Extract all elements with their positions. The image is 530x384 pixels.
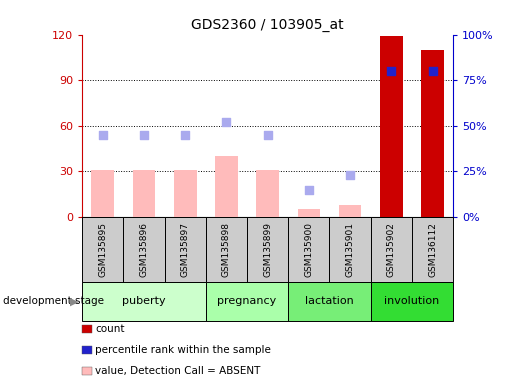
Bar (206, 282, 288, 321)
Bar (380, 36, 403, 217)
Text: GSM135899: GSM135899 (263, 222, 272, 277)
Text: GSM135896: GSM135896 (139, 222, 148, 277)
Bar (288, 282, 370, 321)
Bar (82, 217, 123, 282)
Text: development stage: development stage (3, 296, 104, 306)
Text: GSM135902: GSM135902 (387, 222, 396, 277)
Text: puberty: puberty (122, 296, 166, 306)
Bar (288, 217, 330, 282)
Bar (215, 156, 238, 217)
Text: GSM135895: GSM135895 (98, 222, 107, 277)
Point (181, 132, 189, 138)
Text: GSM135901: GSM135901 (346, 222, 355, 277)
Point (428, 68, 437, 74)
Text: lactation: lactation (305, 296, 354, 306)
Point (222, 119, 231, 125)
Bar (370, 282, 453, 321)
Bar (257, 170, 279, 217)
Bar (247, 217, 288, 282)
Text: GSM135898: GSM135898 (222, 222, 231, 277)
Bar (92, 170, 114, 217)
Bar (174, 170, 197, 217)
Bar (339, 205, 361, 217)
Text: GSM135897: GSM135897 (181, 222, 190, 277)
Point (99, 132, 107, 138)
Bar (370, 217, 412, 282)
Point (140, 132, 148, 138)
Point (387, 68, 395, 74)
Bar (421, 50, 444, 217)
Point (346, 172, 355, 178)
Text: involution: involution (384, 296, 439, 306)
Point (305, 187, 313, 193)
Bar (82, 282, 206, 321)
Bar (165, 217, 206, 282)
Text: count: count (95, 324, 125, 334)
Bar (132, 170, 155, 217)
Title: GDS2360 / 103905_at: GDS2360 / 103905_at (191, 18, 344, 32)
Bar (412, 217, 453, 282)
Bar (330, 217, 370, 282)
Text: GSM135900: GSM135900 (304, 222, 313, 277)
Bar (297, 209, 320, 217)
Bar (206, 217, 247, 282)
Text: percentile rank within the sample: percentile rank within the sample (95, 345, 271, 355)
Text: ▶: ▶ (70, 296, 78, 306)
Text: value, Detection Call = ABSENT: value, Detection Call = ABSENT (95, 366, 261, 376)
Point (263, 132, 272, 138)
Text: pregnancy: pregnancy (217, 296, 277, 306)
Bar (123, 217, 165, 282)
Text: GSM136112: GSM136112 (428, 222, 437, 277)
